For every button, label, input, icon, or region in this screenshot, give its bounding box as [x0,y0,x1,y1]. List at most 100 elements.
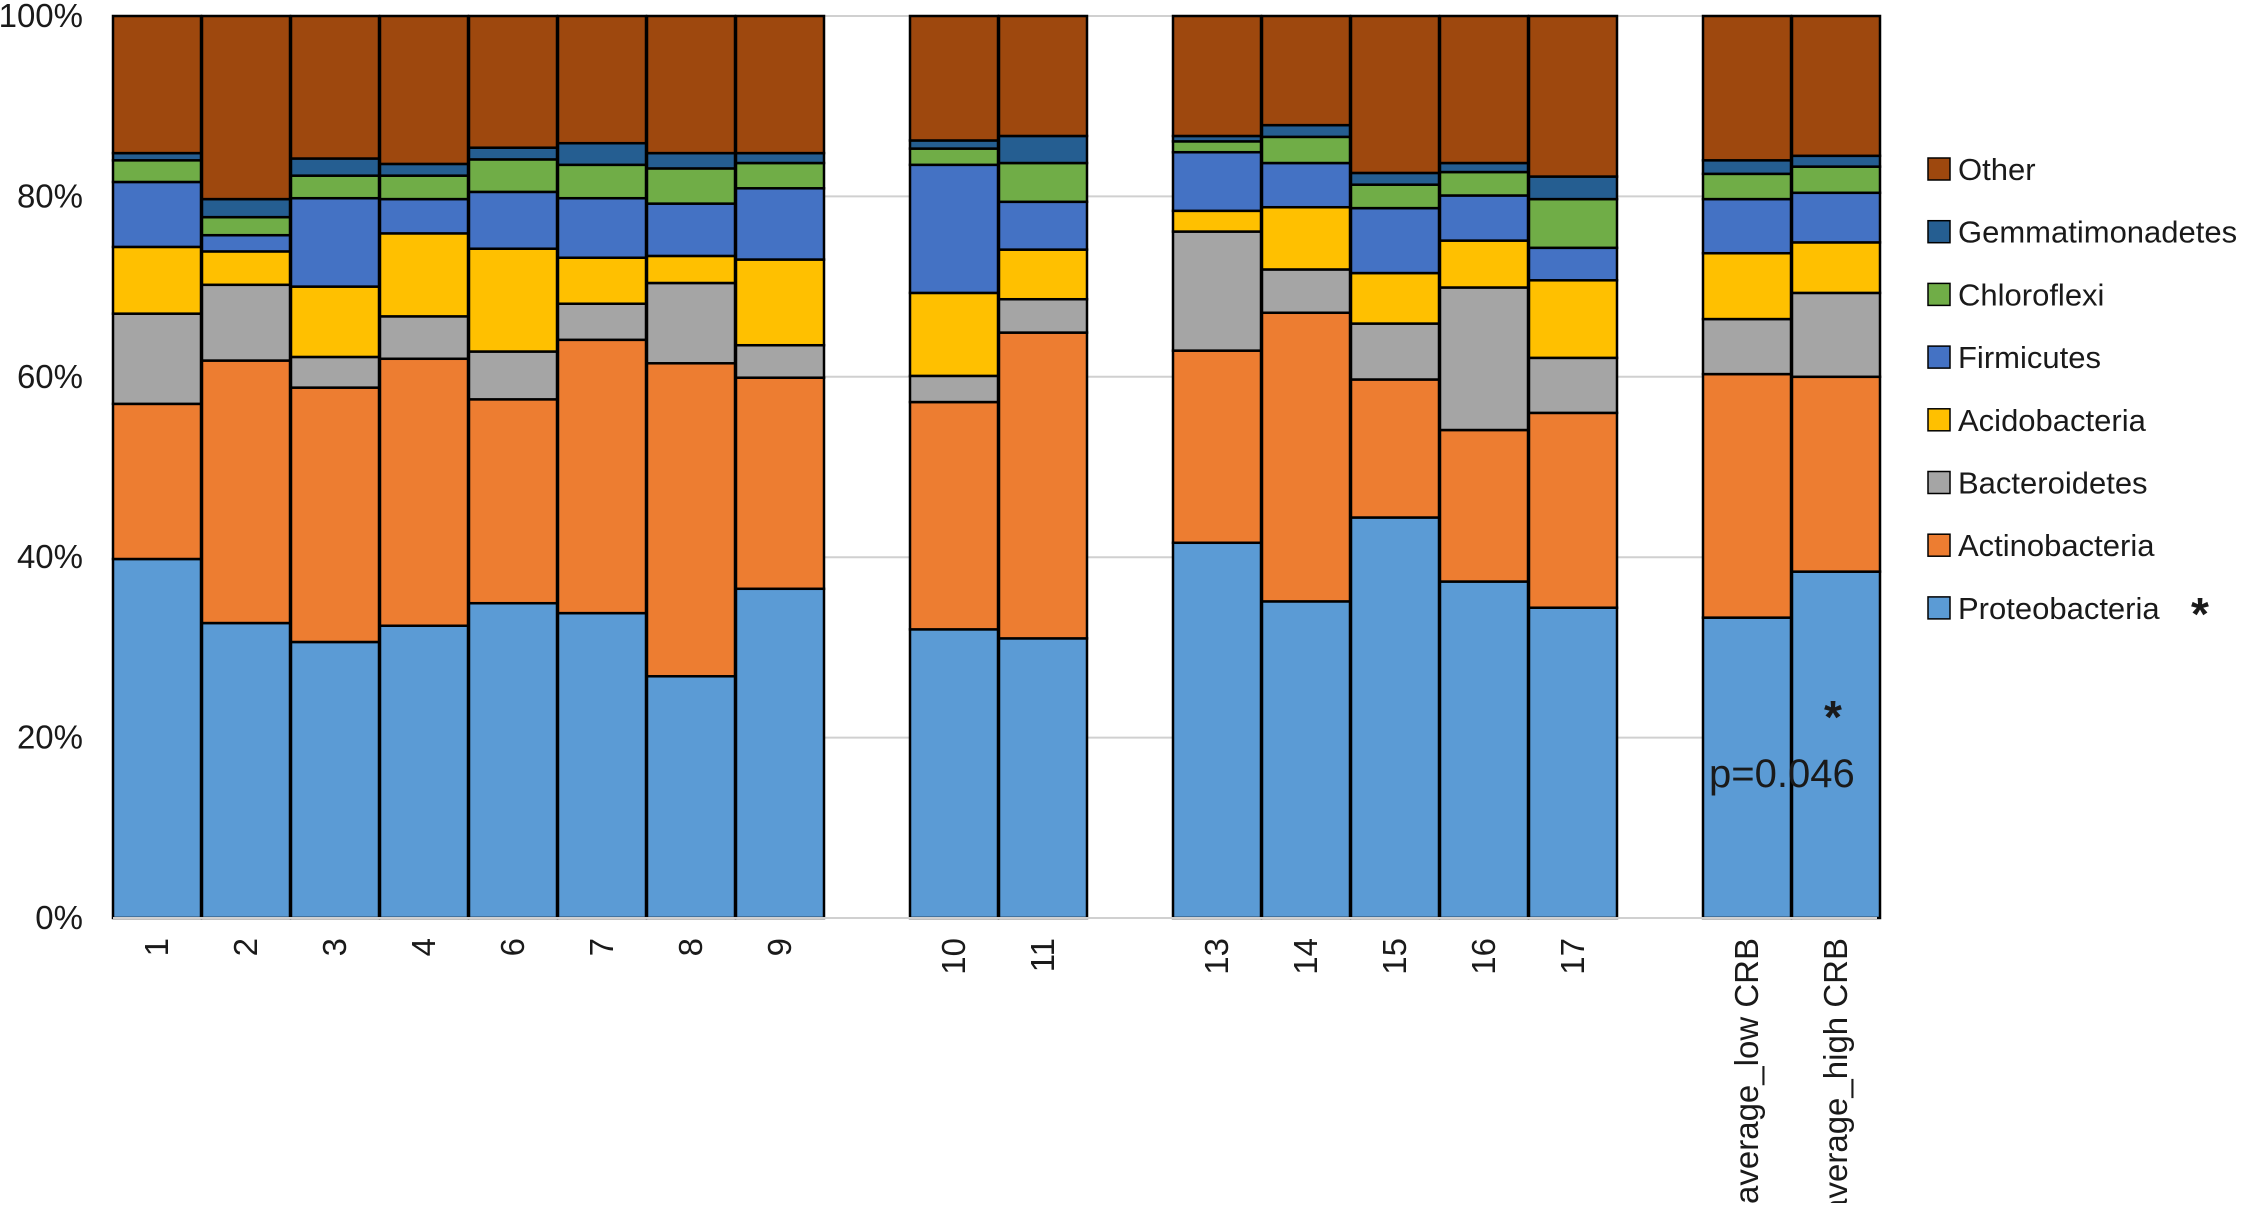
segment-11-other [997,14,1089,138]
x-tick-label-6: 6 [494,938,531,956]
segment-15-bacteroidetes [1349,322,1441,381]
legend-label: Other [1958,152,2036,187]
segment-13-actinobacteria [1171,349,1263,545]
segment-17-proteobacteria [1527,606,1619,920]
segment-11-proteobacteria [997,637,1089,920]
segment-average-high-crb-chloroflexi [1790,165,1882,195]
segment-13-firmicutes [1171,150,1263,213]
y-tick-label: 0% [35,899,83,936]
legend-item-actinobacteria: Actinobacteria [1927,528,2155,563]
segment-14-firmicutes [1260,161,1352,209]
x-tick-label-10: 10 [935,938,972,975]
bar-average-high-crb [1790,14,1882,920]
segment-6-chloroflexi [467,158,559,194]
segment-13-bacteroidetes [1171,230,1263,352]
segment-average-high-crb-gemmatimonadetes [1790,154,1882,168]
segment-10-chloroflexi [908,147,1000,167]
segment-14-acidobacteria [1260,205,1352,271]
segment-3-acidobacteria [289,285,381,359]
significance-star-bar: * [1824,691,1842,743]
bar-15 [1349,14,1441,920]
x-tick-label-13: 13 [1198,938,1235,975]
segment-8-acidobacteria [645,254,737,285]
segment-11-gemmatimonadetes [997,134,1089,165]
bar-2 [200,14,292,920]
bar-3 [289,14,381,920]
x-tick-label-1: 1 [138,938,175,956]
segment-average-high-crb-acidobacteria [1790,241,1882,295]
segment-7-gemmatimonadetes [556,141,648,167]
segment-average-low-crb-bacteroidetes [1701,317,1793,376]
segment-9-acidobacteria [734,258,826,347]
segment-2-other [200,14,292,201]
segment-4-actinobacteria [378,357,470,628]
segment-average-low-crb-acidobacteria [1701,251,1793,321]
segment-9-actinobacteria [734,376,826,591]
segment-3-firmicutes [289,196,381,288]
segment-7-actinobacteria [556,338,648,615]
segment-10-other [908,14,1000,142]
segment-11-chloroflexi [997,161,1089,204]
segment-1-firmicutes [111,180,203,249]
segment-4-bacteroidetes [378,315,470,361]
segment-7-proteobacteria [556,611,648,920]
segment-14-other [1260,14,1352,127]
segment-16-other [1438,14,1530,165]
segment-16-actinobacteria [1438,428,1530,583]
segment-15-chloroflexi [1349,183,1441,210]
x-tick-label-14: 14 [1287,938,1324,975]
segment-6-bacteroidetes [467,350,559,401]
segment-10-bacteroidetes [908,374,1000,404]
segment-11-acidobacteria [997,248,1089,301]
segment-7-bacteroidetes [556,302,648,342]
x-tick-label-2: 2 [227,938,264,956]
segment-14-gemmatimonadetes [1260,123,1352,139]
segment-4-gemmatimonadetes [378,162,470,177]
legend-label: Proteobacteria [1958,591,2160,626]
segment-9-other [734,14,826,155]
annotation-layer: * p=0.046 [1709,691,1855,796]
segment-16-firmicutes [1438,194,1530,242]
bar-13 [1171,14,1263,920]
x-tick-label-9: 9 [761,938,798,956]
p-value-label: p=0.046 [1709,752,1855,796]
segment-10-firmicutes [908,163,1000,295]
y-tick-label: 100% [0,0,83,34]
segment-7-firmicutes [556,196,648,259]
segment-4-other [378,14,470,166]
segment-13-proteobacteria [1171,541,1263,920]
segment-9-bacteroidetes [734,343,826,379]
x-tick-label-16: 16 [1465,938,1502,975]
legend-item-acidobacteria: Acidobacteria [1927,403,2147,438]
x-tick-label-3: 3 [316,938,353,956]
segment-10-proteobacteria [908,628,1000,920]
segment-average-low-crb-chloroflexi [1701,172,1793,201]
segment-16-bacteroidetes [1438,286,1530,432]
segment-average-high-crb-bacteroidetes [1790,291,1882,379]
legend-item-gemmatimonadetes: Gemmatimonadetes [1927,215,2237,250]
segment-average-high-crb-firmicutes [1790,191,1882,244]
x-tick-label-8: 8 [672,938,709,956]
segment-6-proteobacteria [467,601,559,920]
segment-4-acidobacteria [378,232,470,318]
legend-item-proteobacteria: Proteobacteria * [1927,588,2209,640]
segment-10-actinobacteria [908,400,1000,631]
segment-1-acidobacteria [111,245,203,315]
segment-average-low-crb-actinobacteria [1701,372,1793,619]
segment-15-proteobacteria [1349,516,1441,920]
axis-layer: 0% 20% 40% 60% 80% 100% 1 2 3 4 6 7 8 9 10 11 13 14 15 16 17… [0,0,1877,1208]
segment-4-chloroflexi [378,174,470,201]
bar-layer [111,14,1882,920]
y-tick-label: 20% [17,719,83,756]
y-tick-label: 40% [17,538,83,575]
segment-6-other [467,14,559,149]
segment-15-gemmatimonadetes [1349,171,1441,186]
segment-8-chloroflexi [645,167,737,205]
segment-15-acidobacteria [1349,271,1441,325]
legend-swatch [1927,470,1951,495]
y-tick-label: 60% [17,358,83,395]
segment-2-proteobacteria [200,621,292,920]
legend-swatch [1927,408,1951,432]
segment-9-gemmatimonadetes [734,151,826,165]
segment-7-acidobacteria [556,256,648,305]
